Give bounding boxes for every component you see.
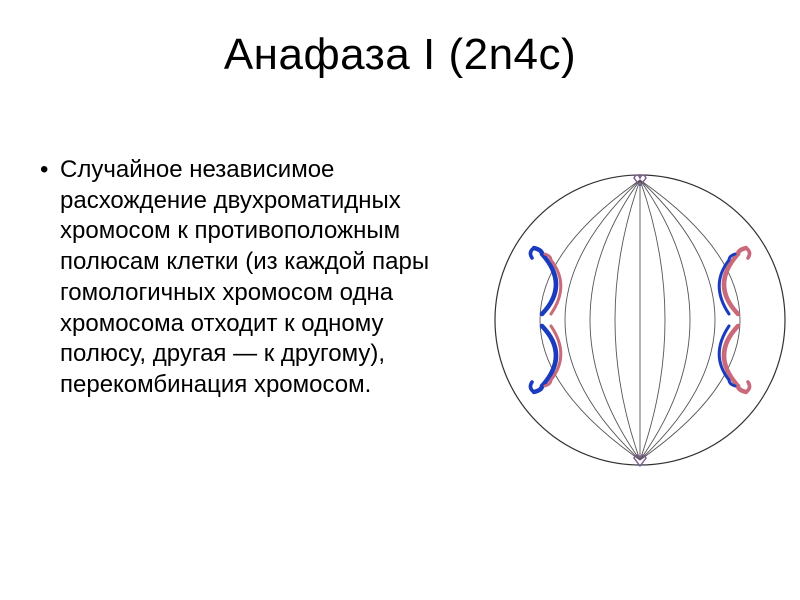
cell-svg — [480, 150, 800, 490]
slide-title: Анафаза I (2n4c) — [0, 30, 800, 80]
bullet-item: • Случайное независимое расхождение двух… — [40, 155, 460, 401]
slide-body: • Случайное независимое расхождение двух… — [40, 155, 460, 401]
bullet-marker: • — [40, 155, 60, 401]
cell-diagram — [480, 150, 800, 490]
bullet-text: Случайное независимое расхождение двухро… — [60, 155, 460, 401]
